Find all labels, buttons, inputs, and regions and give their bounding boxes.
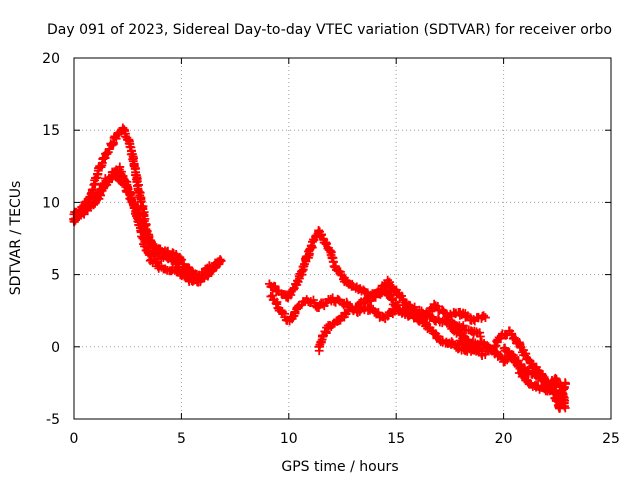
data-point: [481, 313, 490, 322]
data-point: [560, 378, 570, 388]
chart-title: Day 091 of 2023, Sidereal Day-to-day VTE…: [47, 22, 612, 38]
x-tick-label: 0: [70, 431, 79, 447]
data-point: [458, 321, 468, 330]
data-point: [539, 376, 549, 386]
x-tick-label: 25: [602, 431, 620, 447]
data-points: [69, 123, 571, 413]
x-tick-label: 5: [177, 431, 186, 447]
data-point: [111, 134, 121, 144]
series-arc-5: [266, 291, 490, 326]
y-tick-label: 0: [51, 340, 60, 356]
data-point: [476, 332, 485, 341]
x-tick-label: 15: [387, 431, 405, 447]
data-point: [371, 292, 381, 302]
data-point: [299, 261, 309, 271]
x-tick-label: 10: [280, 431, 298, 447]
x-axis-label: GPS time / hours: [281, 459, 398, 475]
data-point: [504, 348, 514, 358]
series-arc-4: [264, 225, 481, 356]
data-point: [307, 241, 316, 251]
data-point: [129, 160, 139, 169]
series-arc-9: [499, 343, 571, 413]
data-point: [172, 266, 182, 276]
plot-frame: [73, 57, 612, 420]
y-axis-label: SDTVAR / TECUs: [8, 181, 24, 296]
series-arc-3: [69, 167, 224, 281]
data-point: [327, 253, 337, 263]
y-tick-label: 10: [42, 195, 60, 211]
y-tick-label: 20: [42, 51, 60, 67]
data-point: [293, 277, 303, 287]
data-point: [163, 246, 173, 256]
data-point: [79, 209, 89, 219]
y-tick-label: -5: [46, 412, 60, 428]
axis-ticks: 0 5 10 15 20 25 -5 0 5 10 15 20: [42, 51, 620, 447]
data-point: [214, 258, 224, 267]
x-tick-label: 20: [495, 431, 513, 447]
data-point: [366, 295, 375, 305]
y-tick-label: 5: [51, 268, 60, 284]
data-point: [309, 295, 318, 305]
y-tick-label: 15: [42, 123, 60, 139]
